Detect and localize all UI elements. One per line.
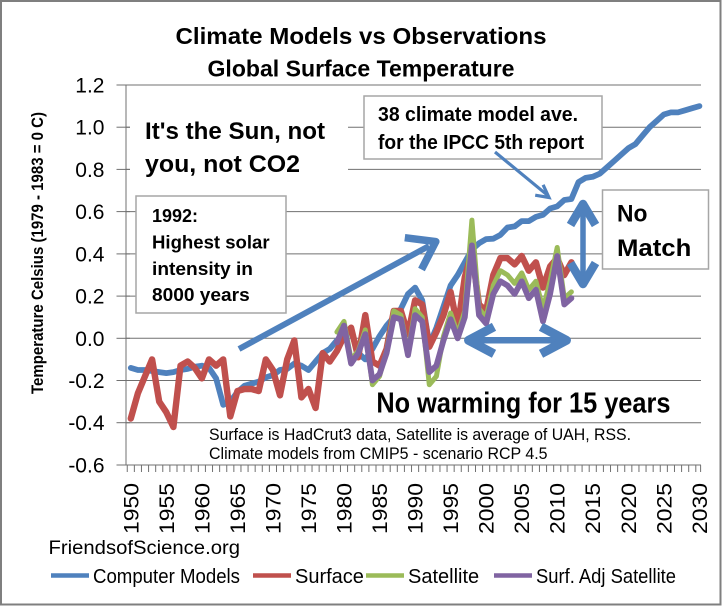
- svg-text:Surface is HadCrut3 data, Sate: Surface is HadCrut3 data, Satellite is a…: [209, 425, 631, 444]
- svg-text:Temperature Celsius (1979 - 19: Temperature Celsius (1979 - 1983 = 0 C): [28, 112, 47, 394]
- svg-text:you, not CO2: you, not CO2: [145, 151, 300, 178]
- svg-text:0.4: 0.4: [75, 243, 105, 266]
- svg-text:1985: 1985: [369, 483, 392, 534]
- svg-text:1.2: 1.2: [75, 75, 104, 98]
- svg-text:1980: 1980: [334, 483, 357, 534]
- svg-text:Surface: Surface: [295, 566, 364, 588]
- svg-text:2000: 2000: [476, 483, 499, 534]
- svg-text:2025: 2025: [653, 483, 676, 534]
- svg-text:2005: 2005: [511, 483, 534, 534]
- svg-text:Surf. Adj Satellite: Surf. Adj Satellite: [536, 566, 676, 588]
- svg-text:0.2: 0.2: [75, 286, 104, 309]
- svg-text:1970: 1970: [262, 483, 285, 534]
- svg-text:for the IPCC 5th report: for the IPCC 5th report: [378, 132, 584, 154]
- svg-text:FriendsofScience.org: FriendsofScience.org: [49, 537, 241, 559]
- svg-text:Climate Models vs Observations: Climate Models vs Observations: [176, 23, 547, 49]
- svg-text:1950: 1950: [120, 483, 143, 534]
- svg-text:0.8: 0.8: [75, 159, 104, 182]
- svg-text:Global Surface Temperature: Global Surface Temperature: [208, 56, 515, 82]
- svg-text:0.6: 0.6: [75, 201, 104, 224]
- svg-text:It's the Sun, not: It's the Sun, not: [145, 118, 325, 145]
- svg-text:38 climate model ave.: 38 climate model ave.: [378, 104, 578, 126]
- svg-text:1965: 1965: [227, 483, 250, 534]
- svg-text:intensity in: intensity in: [152, 259, 253, 279]
- svg-text:1990: 1990: [405, 483, 428, 534]
- svg-text:2010: 2010: [547, 483, 570, 534]
- svg-text:-0.2: -0.2: [68, 370, 104, 393]
- svg-text:No warming for 15 years: No warming for 15 years: [376, 388, 670, 420]
- svg-text:1955: 1955: [156, 483, 179, 534]
- svg-text:2030: 2030: [689, 483, 712, 534]
- svg-text:8000 years: 8000 years: [152, 285, 250, 305]
- svg-text:1960: 1960: [191, 483, 214, 534]
- svg-text:1992:: 1992:: [152, 206, 198, 226]
- svg-text:2015: 2015: [582, 483, 605, 534]
- svg-text:1995: 1995: [440, 483, 463, 534]
- svg-text:1.0: 1.0: [75, 117, 104, 140]
- svg-text:-0.6: -0.6: [68, 455, 104, 478]
- svg-text:Satellite: Satellite: [408, 566, 479, 588]
- svg-text:No: No: [617, 201, 647, 228]
- svg-text:-0.4: -0.4: [68, 412, 105, 435]
- svg-text:1975: 1975: [298, 483, 321, 534]
- svg-text:Climate models from CMIP5 - sc: Climate models from CMIP5 - scenario RCP…: [209, 444, 548, 463]
- svg-text:2020: 2020: [618, 483, 641, 534]
- svg-text:Highest solar: Highest solar: [152, 233, 270, 253]
- svg-text:0.0: 0.0: [75, 328, 104, 351]
- svg-text:Computer Models: Computer Models: [93, 566, 240, 588]
- svg-text:Match: Match: [617, 235, 691, 262]
